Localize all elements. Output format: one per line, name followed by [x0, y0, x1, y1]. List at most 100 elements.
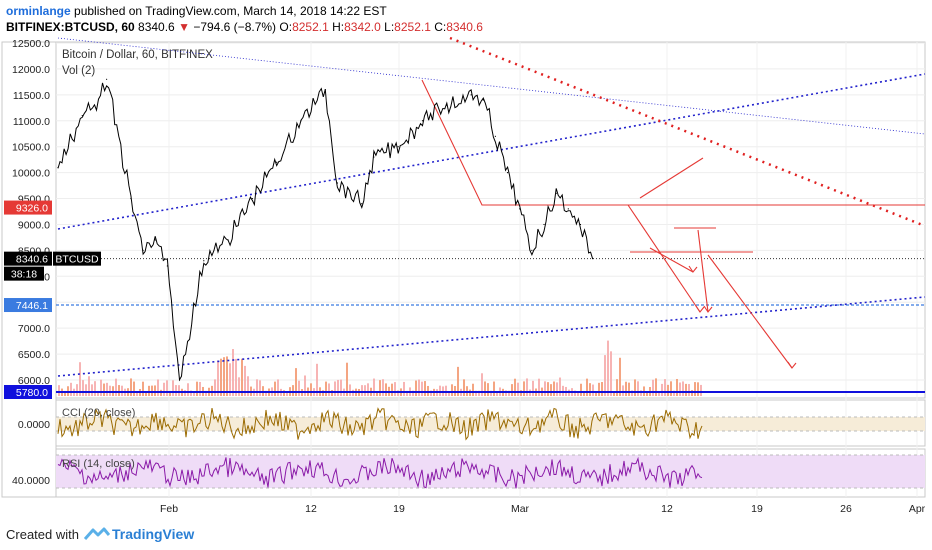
red-arrow-head [688, 265, 698, 273]
author-link[interactable]: orminlange [6, 4, 71, 18]
tradingview-logo-icon [84, 527, 110, 540]
cci-band [56, 417, 925, 431]
volume-bar [598, 382, 600, 396]
high-label: H: [332, 20, 345, 34]
volume-bar [178, 385, 180, 396]
volume-bar [385, 383, 387, 396]
volume-bar [184, 390, 186, 396]
chart-area[interactable]: 6000.06500.07000.07500.08000.08500.09000… [0, 36, 932, 516]
volume-bar [325, 381, 327, 396]
volume-bar [337, 379, 339, 396]
volume-bar [484, 381, 486, 396]
volume-bar [85, 384, 87, 396]
volume-bar [235, 358, 237, 396]
volume-bar [79, 362, 81, 396]
price-point [397, 146, 399, 148]
price-label-box [4, 200, 52, 215]
close-value: 8340.6 [446, 20, 483, 34]
y-tick-label: 12500.0 [12, 38, 50, 50]
volume-bar [670, 381, 672, 396]
volume-bar [217, 360, 219, 396]
price-scale-frame [1, 41, 57, 498]
volume-bar [496, 391, 498, 396]
volume-bar [136, 391, 138, 396]
volume-bar [142, 381, 144, 396]
price-point [446, 104, 448, 106]
volume-bar [517, 382, 519, 396]
volume-bar [538, 378, 540, 396]
volume-bar [238, 377, 240, 396]
volume-bar [286, 391, 288, 396]
volume-bar [364, 385, 366, 396]
volume-bar [523, 381, 525, 396]
volume-bar [64, 390, 66, 396]
x-tick-label: 12 [305, 503, 317, 515]
volume-bar [169, 390, 171, 396]
countdown: 38:18 [11, 269, 37, 281]
volume-bar [100, 379, 102, 396]
volume-bar [664, 379, 666, 396]
x-tick-label: 26 [840, 503, 852, 515]
resistance-thin-line [57, 37, 926, 135]
volume-bar [682, 381, 684, 396]
volume-bar [589, 383, 591, 396]
red-down-trend-line [449, 36, 926, 228]
countdown-box [4, 266, 44, 281]
volume-bar [265, 390, 267, 396]
volume-bar [544, 381, 546, 396]
volume-bar [109, 385, 111, 396]
x-tick-label: 19 [393, 503, 405, 515]
price-point [93, 104, 96, 106]
chart-title: Bitcoin / Dollar, 60, BITFINEX [62, 49, 213, 61]
volume-bar [349, 384, 351, 396]
volume-bar [256, 379, 258, 396]
symbol-tag-box [53, 251, 101, 266]
footer: Created with TradingView [0, 516, 932, 550]
price-label-box [4, 298, 52, 313]
y-tick-label: 10000.0 [12, 168, 50, 180]
volume-bar [475, 390, 477, 396]
volume-bar [277, 379, 279, 396]
volume-bar [574, 390, 576, 396]
volume-bar [685, 383, 687, 396]
y-tick-label: 11500.0 [13, 90, 50, 102]
volume-bar [133, 381, 135, 396]
volume-bar [424, 381, 426, 396]
volume-bar [625, 381, 627, 396]
volume-bar [679, 382, 681, 396]
close-label: C: [434, 20, 447, 34]
x-tick-label: 12 [661, 503, 673, 515]
volume-bar [70, 382, 72, 396]
volume-bar [595, 391, 597, 396]
volume-bar [613, 391, 615, 396]
volume-bar [361, 385, 363, 396]
red-arrow-1 [627, 204, 701, 313]
volume-bar [421, 381, 423, 396]
volume-bar [646, 391, 648, 396]
volume-bar [493, 381, 495, 396]
tradingview-brand[interactable]: TradingView [112, 526, 195, 542]
x-tick-label: Feb [160, 503, 178, 515]
lower-trend-line [57, 296, 926, 377]
volume-bar [91, 384, 93, 396]
volume-bar [196, 381, 198, 396]
red-drawing-wedge [421, 79, 925, 206]
price-point [519, 208, 521, 210]
volume-bar [379, 380, 381, 396]
price-point [592, 258, 594, 260]
cci-line [57, 407, 703, 441]
symbol-label: BITFINEX:BTCUSD, 60 [6, 20, 135, 34]
publish-line: orminlange published on TradingView.com,… [6, 4, 387, 18]
price-point [555, 192, 557, 194]
y-tick-label: 9000.0 [18, 219, 50, 231]
volume-bar [652, 379, 654, 396]
volume-bar [163, 382, 165, 396]
low-value: 8252.1 [394, 20, 431, 34]
volume-bar [94, 381, 96, 396]
volume-bar [559, 377, 561, 396]
price-point [470, 94, 472, 96]
price-point [227, 239, 229, 241]
volume-bar [205, 390, 207, 396]
volume-bar [166, 380, 168, 396]
price-label-text: 9326.0 [16, 203, 48, 215]
